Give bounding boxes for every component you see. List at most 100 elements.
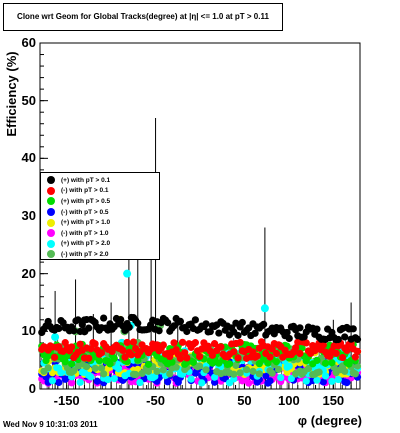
data-point	[125, 323, 133, 331]
data-point	[230, 348, 238, 356]
data-point	[296, 324, 304, 332]
data-point	[176, 354, 185, 363]
data-point	[104, 375, 112, 384]
data-point	[266, 377, 274, 385]
data-point	[255, 370, 263, 378]
data-point	[166, 370, 174, 378]
y-tick-label: 0	[28, 381, 36, 396]
legend-label: (-) with pT > 0.1	[61, 187, 109, 195]
data-point	[164, 378, 172, 386]
data-point	[268, 369, 276, 377]
x-tick-label: 150	[322, 393, 345, 408]
data-point	[74, 316, 82, 324]
y-tick-label: 60	[21, 35, 36, 50]
data-point	[123, 338, 131, 347]
data-point	[85, 354, 93, 362]
data-point	[119, 346, 127, 355]
data-point	[313, 376, 321, 384]
data-point	[134, 356, 142, 364]
data-point	[121, 353, 129, 361]
data-point	[272, 358, 281, 366]
data-point	[225, 360, 234, 368]
x-tick-label: -50	[146, 393, 165, 408]
legend-entry: (+) with pT > 2.0	[41, 239, 159, 250]
data-point	[343, 379, 351, 387]
data-point	[319, 378, 327, 386]
data-point	[134, 319, 142, 327]
legend-marker	[47, 197, 55, 206]
legend-label: (+) with pT > 0.1	[61, 176, 111, 184]
data-point	[76, 340, 84, 348]
outlier-point	[260, 304, 269, 313]
data-point	[349, 325, 357, 333]
data-point	[196, 362, 204, 370]
outlier-point	[80, 327, 89, 336]
x-tick-label: -150	[53, 393, 80, 408]
x-axis-label: φ (degree)	[297, 413, 362, 428]
data-point	[50, 353, 59, 361]
data-point	[168, 358, 176, 366]
data-point	[87, 345, 95, 353]
data-point	[164, 319, 172, 327]
data-point	[100, 314, 108, 322]
data-point	[353, 347, 362, 356]
data-point	[136, 378, 144, 387]
data-point	[287, 374, 295, 383]
data-point	[341, 367, 349, 375]
legend-label: (-) with pT > 1.0	[61, 229, 109, 237]
data-point	[302, 377, 310, 385]
data-point	[232, 361, 240, 369]
data-point	[68, 360, 76, 368]
y-tick-label: 30	[21, 208, 36, 223]
data-point	[260, 320, 268, 328]
data-point	[117, 315, 125, 324]
x-tick-label: -100	[98, 393, 125, 408]
data-point	[93, 377, 101, 385]
data-point	[183, 354, 191, 362]
data-point	[68, 379, 76, 387]
data-point	[70, 367, 78, 375]
legend-marker	[47, 176, 55, 185]
data-point	[129, 338, 138, 346]
legend: (+) with pT > 0.1 (-) with pT > 0.1 (+) wi…	[40, 172, 160, 260]
legend-entry: (+) with pT > 0.5	[41, 196, 159, 207]
data-point	[304, 364, 313, 373]
data-point	[234, 354, 242, 362]
x-tick-label: 100	[278, 393, 300, 408]
data-point	[127, 351, 135, 359]
data-point	[202, 366, 210, 374]
y-tick-label: 20	[21, 265, 36, 281]
data-point	[202, 320, 210, 328]
data-point	[332, 349, 340, 357]
data-point	[82, 363, 91, 371]
data-point	[55, 324, 63, 333]
data-point	[313, 325, 321, 333]
data-point	[110, 354, 118, 363]
legend-entry: (-) with pT > 1.0	[41, 228, 159, 239]
data-point	[230, 370, 238, 378]
legend-label: (+) with pT > 1.0	[61, 219, 111, 227]
data-point	[245, 379, 253, 387]
legend-label: (-) with pT > 0.5	[61, 208, 109, 216]
data-point	[100, 370, 108, 378]
data-point	[236, 369, 244, 377]
data-point	[159, 341, 167, 349]
data-point	[153, 367, 161, 376]
data-point	[338, 353, 347, 362]
data-point	[328, 359, 336, 367]
data-point	[172, 363, 180, 371]
data-point	[341, 333, 349, 341]
data-point	[208, 351, 217, 359]
legend-entry: (-) with pT > 0.1	[41, 186, 159, 197]
data-point	[217, 343, 225, 351]
timestamp: Wed Nov 9 10:31:03 2011	[3, 420, 98, 429]
data-point	[183, 327, 191, 336]
data-point	[198, 379, 206, 387]
outlier-point	[51, 333, 60, 342]
data-point	[343, 346, 351, 355]
data-point	[268, 345, 276, 353]
data-point	[159, 366, 167, 374]
data-point	[296, 349, 304, 358]
y-tick-label: 50	[21, 92, 36, 108]
data-point	[97, 349, 106, 357]
